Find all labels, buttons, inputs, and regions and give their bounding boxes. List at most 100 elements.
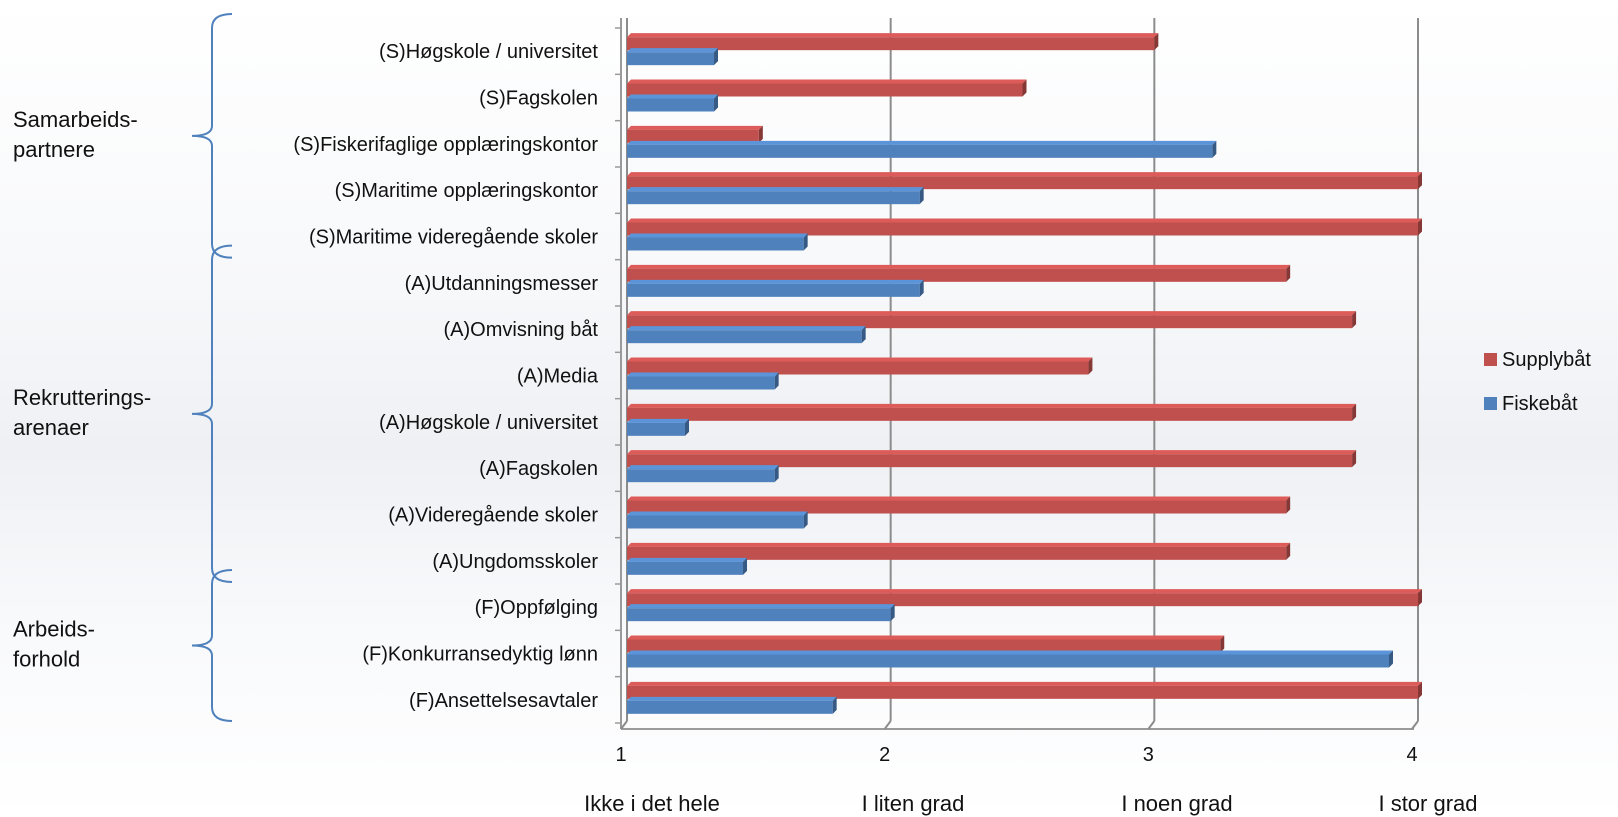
x-tick-labels: 1 2 3 4 <box>615 744 1417 766</box>
bar-supplybat <box>627 37 1155 51</box>
bar-side-face <box>774 465 779 483</box>
x-tick-label: 2 <box>879 744 890 766</box>
group-bracket <box>191 13 233 259</box>
bar-top-face <box>627 604 895 609</box>
bar-side-face <box>919 279 924 297</box>
bar-supplybat <box>627 593 1418 607</box>
category-label: (A)Ungdomsskoler <box>432 551 598 573</box>
category-labels: (S)Høgskole / universitet (S)Fagskolen (S)… <box>293 41 598 712</box>
group-label: arenaer <box>13 415 89 440</box>
bar-top-face <box>627 264 1291 269</box>
bar-top-face <box>627 140 1217 145</box>
group-label: Rekrutterings- <box>13 385 151 410</box>
bar-top-face <box>627 635 1225 640</box>
bar-fiskebat <box>627 376 775 390</box>
bar-supplybat <box>627 454 1353 468</box>
category-label: (A)Omvisning båt <box>444 319 599 341</box>
bar-side-face <box>919 187 924 205</box>
bar-fiskebat <box>627 608 891 622</box>
bar-top-face <box>627 450 1357 455</box>
bar-side-face <box>1418 589 1422 607</box>
category-label: (S)Fiskerifaglige opplæringskontor <box>293 134 598 156</box>
group-brackets: Samarbeids-partnere Rekrutterings-arenaer… <box>13 13 233 722</box>
scale-labels: Ikke i det hele I liten grad I noen grad I … <box>584 791 1477 816</box>
bar-supplybat <box>627 129 759 143</box>
bar-top-face <box>627 418 690 423</box>
bar-side-face <box>1418 172 1422 190</box>
bar-fiskebat <box>627 700 833 714</box>
scale-label: I stor grad <box>1378 791 1477 816</box>
category-label: (A)Høgskole / universitet <box>379 412 598 434</box>
bar-top-face <box>627 233 808 238</box>
bar-fiskebat <box>627 283 920 297</box>
bar-fiskebat <box>627 98 715 112</box>
bar-top-face <box>627 681 1422 686</box>
legend-label: Supplybåt <box>1502 349 1591 371</box>
bars <box>627 33 1422 714</box>
x-tick-label: 1 <box>615 744 626 766</box>
bar-side-face <box>890 604 895 622</box>
bar-fiskebat <box>627 515 804 529</box>
group-label: Arbeids- <box>13 617 95 642</box>
scale-label: Ikke i det hele <box>584 791 720 816</box>
bar-side-face <box>1352 403 1357 421</box>
bar-fiskebat <box>627 422 686 436</box>
bar-top-face <box>627 650 1393 655</box>
bar-top-face <box>627 33 1159 38</box>
bar-fiskebat <box>627 52 715 66</box>
bar-side-face <box>758 125 763 143</box>
bar-side-face <box>1388 650 1393 668</box>
category-label: (S)Maritime opplæringskontor <box>335 180 599 202</box>
legend: Supplybåt Fiskebåt <box>1484 349 1591 415</box>
bar-top-face <box>627 542 1291 547</box>
bar-supplybat <box>627 268 1287 282</box>
bar-side-face <box>1220 635 1225 653</box>
bar-side-face <box>774 372 779 390</box>
bar-top-face <box>627 187 924 192</box>
bar-side-face <box>1088 357 1093 375</box>
grid-line-foot <box>1411 720 1419 730</box>
bar-side-face <box>1352 311 1357 329</box>
category-label: (S)Maritime videregående skoler <box>309 227 598 249</box>
bar-side-face <box>1286 264 1291 282</box>
bar-supplybat <box>627 222 1418 236</box>
bar-top-face <box>627 311 1357 316</box>
bar-fiskebat <box>627 144 1213 158</box>
bar-supplybat <box>627 685 1418 699</box>
bar-side-face <box>803 511 808 529</box>
bar-top-face <box>627 218 1422 223</box>
bar-side-face <box>1286 542 1291 560</box>
bar-fiskebat <box>627 469 775 483</box>
bar-top-face <box>627 94 719 99</box>
bar-fiskebat <box>627 561 744 575</box>
bar-top-face <box>627 511 808 516</box>
group-bracket <box>191 569 233 722</box>
bar-side-face <box>1154 33 1159 51</box>
category-label: (F)Ansettelsesavtaler <box>409 690 598 712</box>
bar-top-face <box>627 589 1422 594</box>
grid-line-foot <box>883 720 892 730</box>
bar-top-face <box>627 125 763 130</box>
bar-top-face <box>627 372 779 377</box>
category-label: (F)Konkurransedyktig lønn <box>362 644 598 666</box>
category-label: (F)Oppfølging <box>475 597 598 619</box>
bar-top-face <box>627 326 866 331</box>
bar-side-face <box>1352 450 1357 468</box>
bar-side-face <box>743 557 748 575</box>
legend-label: Fiskebåt <box>1502 393 1578 415</box>
category-label: (A)Fagskolen <box>479 458 598 480</box>
x-tick-label: 4 <box>1406 744 1417 766</box>
bar-top-face <box>627 557 748 562</box>
bar-side-face <box>803 233 808 251</box>
category-label: (A)Media <box>517 366 599 388</box>
group-label: partnere <box>13 137 95 162</box>
bar-fiskebat <box>627 654 1389 668</box>
bar-top-face <box>627 48 719 53</box>
bar-side-face <box>861 326 866 344</box>
category-label: (S)Fagskolen <box>479 88 598 110</box>
bar-side-face <box>1418 681 1422 699</box>
bar-side-face <box>685 418 690 436</box>
bar-top-face <box>627 496 1291 501</box>
bar-supplybat <box>627 176 1418 190</box>
